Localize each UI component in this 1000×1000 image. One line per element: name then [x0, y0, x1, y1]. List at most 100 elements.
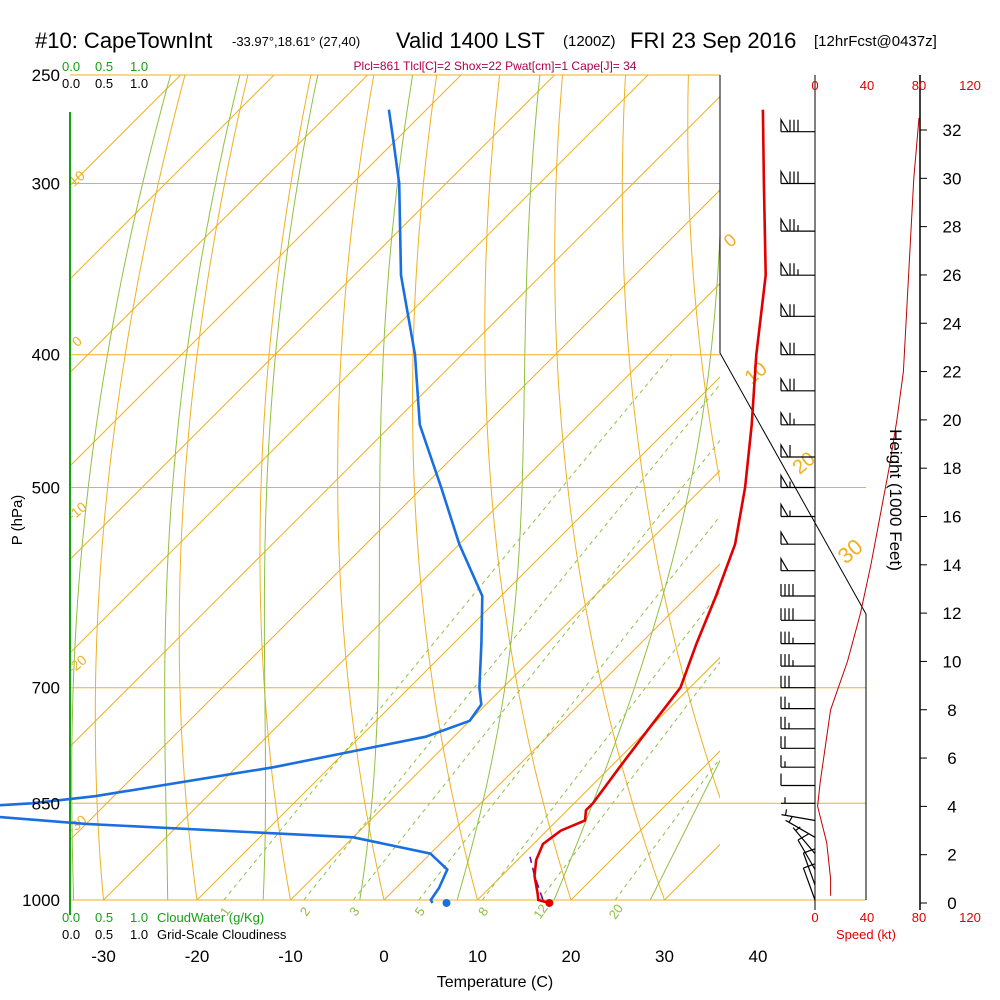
pressure-tick-label: 300	[32, 175, 60, 194]
wind-barb	[780, 631, 815, 645]
wind-barb	[780, 376, 815, 392]
cw-bottom-tick-1: 0.5	[95, 910, 113, 925]
pressure-tick-labels: 250 300 400 500 700 850 1000	[22, 66, 60, 910]
cw-top-tick-0: 0.0	[62, 59, 80, 74]
moist-adiabat-line	[71, 75, 172, 900]
mixing-ratio-line	[223, 354, 673, 900]
wind-barb	[780, 736, 815, 749]
wind-barb	[780, 302, 815, 317]
wind-barb	[780, 442, 815, 458]
wind-barb	[780, 529, 815, 545]
height-tick-label: 30	[943, 169, 962, 188]
cl-top-tick-1: 0.5	[95, 76, 113, 91]
mixing-ratio-lines	[223, 354, 720, 900]
cl-bottom-tick-2: 1.0	[130, 927, 148, 942]
dry-adiabat-line	[484, 75, 572, 900]
wind-barb	[780, 502, 815, 518]
cl-bottom-tick-0: 0.0	[62, 927, 80, 942]
zulu-time: (1200Z)	[563, 33, 616, 50]
height-tick-label: 20	[943, 411, 962, 430]
dry-adiabat-line	[178, 75, 249, 900]
wind-barb	[780, 473, 815, 489]
cloudiness-label: Grid-Scale Cloudiness	[157, 927, 287, 942]
height-tick-label: 26	[943, 266, 962, 285]
temperature-tick-label: 20	[562, 947, 581, 966]
wind-barb	[780, 654, 815, 667]
dry-adiabat-line	[411, 75, 479, 900]
cloud-water-scale-top: 0.0 0.5 1.0 0.0 0.5 1.0	[62, 59, 148, 91]
mixing-ratio-line	[614, 757, 720, 900]
wind-speed-scale-top: 0 40 80 120	[811, 78, 980, 93]
wind-barb	[781, 797, 815, 804]
ws-bottom-tick-0: 0	[811, 910, 818, 925]
surface-temperature-marker	[545, 898, 554, 907]
cl-bottom-tick-1: 0.5	[95, 927, 113, 942]
height-tick-label: 22	[943, 363, 962, 382]
moist-adiabat-line	[729, 75, 1000, 929]
dry-adiabat-line	[554, 75, 666, 900]
temperature-tick-labels: -30 -20 -10 0 10 20 30 40	[91, 947, 767, 966]
mixing-ratio-value-label: 3	[346, 904, 362, 919]
height-tick-label: 18	[943, 459, 962, 478]
mixing-ratio-line	[352, 439, 720, 900]
isobar-lines	[70, 74, 867, 901]
wind-speed-profile	[817, 117, 920, 896]
moist-adiabat-line	[359, 75, 414, 900]
isotherm-line	[70, 75, 368, 374]
temperature-tick-label: 40	[749, 947, 768, 966]
temperature-tick-label: 30	[655, 947, 674, 966]
isotherm-line	[477, 656, 720, 900]
wind-barb	[780, 216, 815, 232]
forecast-date: FRI 23 Sep 2016	[630, 28, 796, 53]
station-coords: -33.97°,18.61° (27,40)	[232, 34, 360, 49]
temperature-tick-label: 10	[468, 947, 487, 966]
height-tick-label: 6	[947, 749, 956, 768]
height-tick-label: 28	[943, 218, 962, 237]
cl-top-tick-0: 0.0	[62, 76, 80, 91]
pressure-tick-label: 400	[32, 346, 60, 365]
dry-adiabat-lines	[94, 51, 1000, 929]
wind-barb	[780, 169, 815, 185]
mixing-ratio-value-label: 8	[475, 904, 491, 919]
cw-top-tick-2: 1.0	[130, 59, 148, 74]
wind-barb	[780, 755, 815, 768]
dry-adiabat-line	[814, 51, 1000, 929]
dry-adiabat-line	[94, 75, 186, 900]
mixing-ratio-line	[481, 591, 720, 900]
wind-barb	[780, 675, 815, 689]
mixing-ratio-value-label: 2	[297, 904, 313, 919]
wind-barb	[780, 410, 815, 426]
wind-speed-label: Speed (kt)	[836, 927, 896, 942]
pressure-tick-label: 850	[32, 794, 60, 813]
temperature-tick-label: -10	[278, 947, 303, 966]
moist-adiabat-line	[262, 75, 319, 900]
dewpoint-trace	[0, 109, 484, 904]
wind-barb	[780, 340, 815, 356]
temperature-axis-label: Temperature (C)	[437, 974, 553, 991]
mixing-ratio-value-label: 12	[530, 901, 551, 921]
wind-barb	[780, 584, 815, 597]
isotherm-value-label: 0	[69, 332, 85, 349]
height-tick-label: 4	[947, 797, 956, 816]
dry-adiabat-line	[751, 51, 959, 929]
plot-frame-edge	[719, 75, 867, 900]
height-tick-label: 0	[947, 894, 956, 913]
wind-barb	[780, 556, 815, 572]
pressure-tick-label: 1000	[22, 891, 60, 910]
forecast-info: [12hrFcst@0437z]	[814, 33, 937, 50]
pressure-tick-label: 500	[32, 479, 60, 498]
height-tick-label: 8	[947, 701, 956, 720]
moist-adiabat-line	[553, 225, 720, 900]
ws-bottom-tick-2: 80	[912, 910, 926, 925]
temperature-tick-label: -30	[91, 947, 116, 966]
ws-bottom-tick-3: 120	[959, 910, 981, 925]
station-name: #10: CapeTownInt	[35, 28, 212, 53]
isotherm-line	[852, 75, 1000, 900]
isotherm-line	[383, 563, 720, 900]
ws-bottom-tick-1: 40	[860, 910, 874, 925]
wind-barb	[785, 816, 816, 838]
isotherm-value-label: -20	[64, 651, 90, 676]
wind-barb	[797, 833, 816, 870]
